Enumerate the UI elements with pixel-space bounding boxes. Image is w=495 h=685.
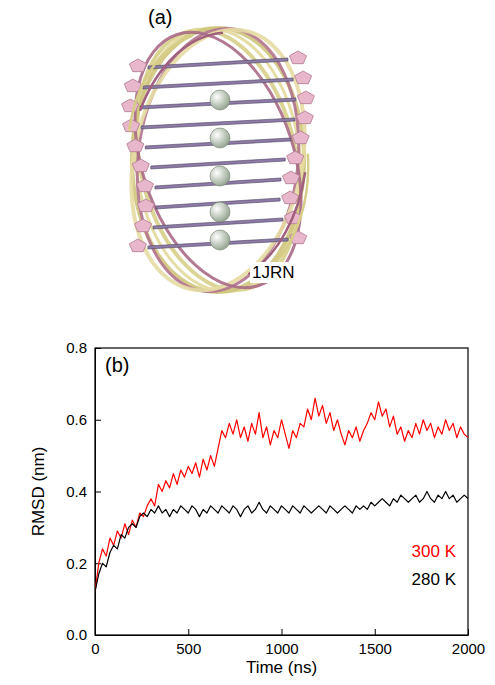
series-group [95,398,468,592]
legend-entry: 280 K [412,570,457,589]
sugar-ring [292,131,309,144]
y-tick-mark [95,563,101,564]
sugar-ring [282,191,299,204]
y-tick-label: 0.2 [66,555,87,572]
x-tick-mark [468,629,469,635]
x-tick-mark [188,629,189,635]
sugar-ring [127,139,144,152]
sugar-ring [132,159,149,172]
y-tick-label: 0.8 [66,339,87,356]
x-tick-mark [282,629,283,635]
y-tick-mark [95,635,101,636]
y-tick-mark [95,492,101,493]
y-tick: 0.6 [66,411,101,428]
x-tick-mark [375,629,376,635]
base-plane [141,118,295,129]
sugar-ring [129,239,146,252]
x-axis-title: Time (ns) [246,658,317,677]
sugar-ring [287,151,304,164]
sugar-ring [282,171,299,184]
y-tick-mark [95,420,101,421]
rmsd-line [95,398,468,592]
structure-label: 1JRN [252,263,295,282]
base-plane [143,78,293,89]
y-axis-title: RMSD (nm) [29,447,48,537]
x-tick-label: 2000 [452,640,485,657]
y-tick: 0.0 [66,626,101,643]
ribbon [105,11,331,309]
figure: (a) 1JRN 0 500 1000 1500 2000 0.0 0.2 0.4 0.6 0.8 (b… [0,0,495,685]
structure-panel: (a) 1JRN [0,0,331,309]
legend: 300 K 280 K [412,542,457,589]
y-tick: 0.4 [66,483,101,500]
sugar-ring [137,199,154,212]
x-axis: 0 500 1000 1500 2000 [91,629,485,657]
x-tick-label: 1500 [359,640,392,657]
y-tick-mark [95,348,101,349]
y-axis: 0.0 0.2 0.4 0.6 0.8 [66,339,101,643]
ribbon [114,15,321,306]
x-tick-label: 1000 [265,640,298,657]
x-tick-label: 0 [91,640,99,657]
rmsd-line [95,492,468,592]
y-tick-label: 0.4 [66,483,87,500]
sugar-ring [295,71,312,84]
x-tick: 500 [176,629,201,657]
ribbon [119,26,316,294]
x-tick: 2000 [452,629,485,657]
ribbon [132,28,304,292]
y-tick: 0.8 [66,339,101,356]
ion [210,90,230,110]
ribbon [125,20,312,299]
label-patch [250,262,297,283]
y-tick-label: 0.0 [66,626,87,643]
sugar-ring [134,219,151,232]
y-tick: 0.2 [66,555,101,572]
ribbon [113,21,323,299]
ion [210,128,230,148]
ion [210,230,230,250]
x-axis-line [96,635,469,636]
panel-label: (a) [148,6,172,28]
sugar-ring [296,111,313,124]
plot: 0 500 1000 1500 2000 0.0 0.2 0.4 0.6 0.8 (b) 300 K 2… [66,339,485,656]
sugar-ring [289,51,306,64]
ion [210,202,230,222]
x-tick-label: 500 [176,640,201,657]
y-tick-label: 0.6 [66,411,87,428]
sugar-ring [129,59,146,72]
legend-entry: 300 K [412,542,457,561]
x-tick: 1500 [359,629,392,657]
panel-label: (b) [105,354,129,376]
sugar-ring [297,91,314,104]
sugar-ring [136,179,153,192]
ribbon [108,13,327,306]
plot-frame [95,348,468,635]
x-tick: 1000 [265,629,298,657]
ion [210,166,230,186]
